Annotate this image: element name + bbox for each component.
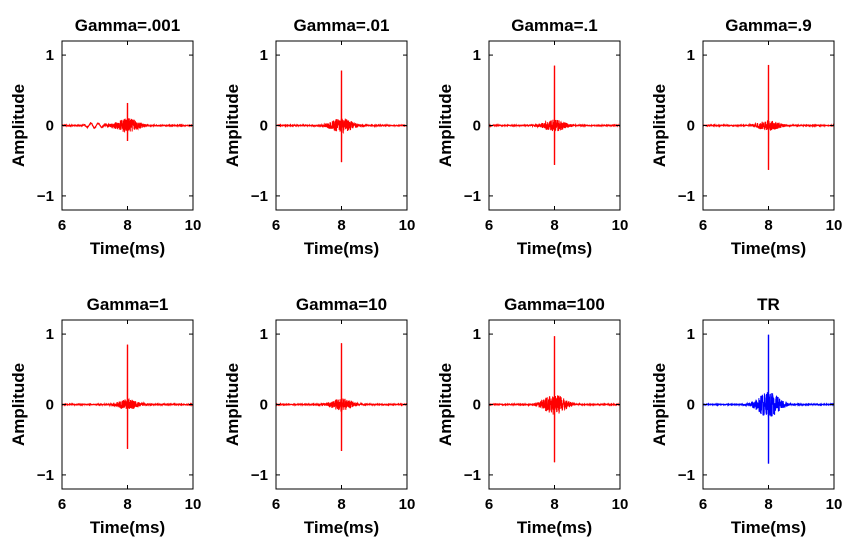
y-axis-label: Amplitude <box>9 84 28 167</box>
x-tick-label: 6 <box>272 496 280 513</box>
x-tick-label: 8 <box>123 496 131 513</box>
y-tick-label: 1 <box>46 326 54 343</box>
x-tick-label: 8 <box>764 217 772 234</box>
x-tick-label: 8 <box>764 496 772 513</box>
y-tick-label: −1 <box>251 467 268 484</box>
chart-title: Gamma=.9 <box>725 16 811 35</box>
y-tick-label: 0 <box>46 118 54 135</box>
y-tick-label: −1 <box>464 467 481 484</box>
chart-title: Gamma=10 <box>296 295 387 314</box>
y-axis-label: Amplitude <box>223 363 242 446</box>
y-tick-label: 0 <box>46 397 54 414</box>
chart-title: Gamma=.1 <box>511 16 597 35</box>
y-tick-label: 0 <box>473 118 481 135</box>
y-tick-label: 1 <box>260 326 268 343</box>
y-tick-label: 1 <box>687 47 695 64</box>
y-tick-label: 0 <box>473 397 481 414</box>
y-tick-label: 1 <box>260 47 268 64</box>
x-tick-label: 8 <box>123 217 131 234</box>
x-tick-label: 8 <box>550 496 558 513</box>
y-tick-label: −1 <box>37 188 54 205</box>
x-tick-label: 6 <box>58 217 66 234</box>
x-axis-label: Time(ms) <box>304 239 379 258</box>
x-tick-label: 6 <box>699 217 707 234</box>
chart-title: Gamma=.001 <box>75 16 180 35</box>
y-tick-label: 1 <box>46 47 54 64</box>
y-tick-label: −1 <box>464 188 481 205</box>
y-axis-label: Amplitude <box>436 363 455 446</box>
y-tick-label: 0 <box>687 397 695 414</box>
x-tick-label: 10 <box>185 217 202 234</box>
chart-title: Gamma=1 <box>87 295 169 314</box>
x-tick-label: 8 <box>337 217 345 234</box>
y-tick-label: −1 <box>678 467 695 484</box>
x-tick-label: 10 <box>399 217 416 234</box>
x-tick-label: 8 <box>550 217 558 234</box>
y-axis-label: Amplitude <box>223 84 242 167</box>
x-tick-label: 10 <box>185 496 202 513</box>
x-axis-label: Time(ms) <box>517 239 592 258</box>
x-axis-label: Time(ms) <box>517 518 592 537</box>
x-axis-label: Time(ms) <box>90 518 165 537</box>
y-axis-label: Amplitude <box>650 84 669 167</box>
y-axis-label: Amplitude <box>650 363 669 446</box>
x-tick-label: 10 <box>612 496 629 513</box>
x-tick-label: 10 <box>826 496 843 513</box>
y-tick-label: −1 <box>251 188 268 205</box>
x-tick-label: 6 <box>485 496 493 513</box>
x-axis-label: Time(ms) <box>90 239 165 258</box>
x-axis-label: Time(ms) <box>304 518 379 537</box>
y-tick-label: 0 <box>260 118 268 135</box>
chart-title: Gamma=100 <box>504 295 605 314</box>
y-tick-label: 0 <box>260 397 268 414</box>
y-tick-label: 1 <box>473 326 481 343</box>
x-tick-label: 10 <box>612 217 629 234</box>
x-tick-label: 6 <box>699 496 707 513</box>
y-tick-label: 1 <box>687 326 695 343</box>
x-tick-label: 10 <box>826 217 843 234</box>
chart-title: Gamma=.01 <box>294 16 390 35</box>
y-tick-label: 0 <box>687 118 695 135</box>
x-tick-label: 6 <box>272 217 280 234</box>
x-axis-label: Time(ms) <box>731 518 806 537</box>
y-tick-label: 1 <box>473 47 481 64</box>
y-axis-label: Amplitude <box>9 363 28 446</box>
y-tick-label: −1 <box>37 467 54 484</box>
x-tick-label: 10 <box>399 496 416 513</box>
y-tick-label: −1 <box>678 188 695 205</box>
x-axis-label: Time(ms) <box>731 239 806 258</box>
chart-title: TR <box>757 295 780 314</box>
x-tick-label: 8 <box>337 496 345 513</box>
x-tick-label: 6 <box>485 217 493 234</box>
x-tick-label: 6 <box>58 496 66 513</box>
y-axis-label: Amplitude <box>436 84 455 167</box>
